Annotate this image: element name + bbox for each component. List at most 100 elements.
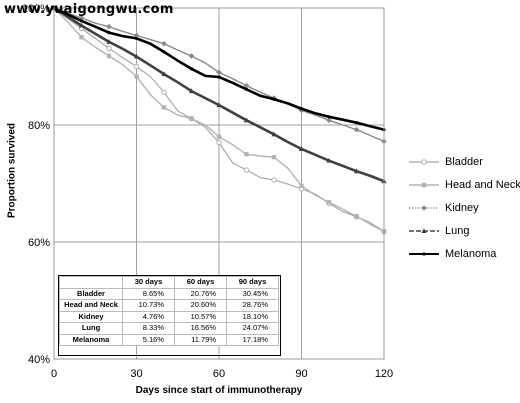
legend-item-bladder: Bladder: [407, 152, 517, 175]
series-lines: [51, 5, 387, 235]
legend-item-melanoma: Melanoma: [407, 244, 517, 267]
data-point: [272, 97, 276, 101]
data-point: [161, 71, 167, 77]
data-point: [299, 107, 304, 111]
data-point: [133, 53, 140, 59]
data-point: [162, 50, 166, 54]
data-point: [326, 200, 332, 205]
plot-frame: [53, 7, 385, 360]
data-point: [189, 116, 194, 121]
data-point: [354, 214, 359, 219]
data-point: [353, 168, 360, 174]
legend-swatch: [409, 228, 439, 233]
data-point: [216, 69, 222, 76]
y-tick-label: 80%: [28, 120, 50, 132]
data-point: [243, 167, 250, 173]
table-row: Melanoma 5.16% 11.79% 17.18%: [59, 333, 279, 346]
legend-label: Kidney: [445, 202, 479, 214]
table-row-name: Lung: [59, 322, 123, 335]
x-tick-label: 0: [51, 368, 57, 380]
y-tick-label: 100%: [22, 3, 50, 15]
table-cell: 10.73%: [122, 299, 175, 312]
y-tick-label: 40%: [28, 354, 50, 366]
data-point: [134, 36, 139, 41]
data-point: [79, 35, 84, 40]
data-point: [271, 177, 277, 183]
legend-swatch: [409, 252, 439, 256]
table-cell: 16.56%: [174, 322, 227, 335]
table-header-cell: 60 days: [174, 276, 227, 289]
table-cell: 17.18%: [226, 333, 279, 346]
data-point: [79, 19, 84, 23]
data-point: [326, 117, 332, 124]
table-row: Bladder 8.65% 20.76% 30.45%: [59, 287, 279, 300]
data-point: [106, 53, 112, 59]
survival-table: 30 days 60 days 90 days Bladder 8.65% 20.76% 3…: [59, 276, 279, 346]
data-point: [216, 102, 222, 108]
data-point: [421, 205, 427, 211]
x-tick-label: 90: [295, 368, 307, 380]
table-row: Head and Neck 10.73% 20.60% 28.76%: [59, 299, 279, 312]
data-point: [107, 30, 111, 35]
data-point: [161, 40, 167, 47]
data-point: [134, 74, 139, 79]
data-point: [106, 45, 112, 52]
table-cell: 10.57%: [174, 310, 227, 323]
table-row-name: Head and Neck: [59, 299, 123, 312]
data-point: [421, 228, 427, 233]
table-cell: 8.65%: [122, 287, 175, 300]
legend-label: Head and Neck: [445, 179, 520, 191]
y-tick-label: 60%: [28, 237, 50, 249]
table-cell: 28.76%: [226, 299, 279, 312]
legend-swatch: [409, 182, 439, 188]
table-row: Kidney 4.76% 10.57% 18.10%: [59, 310, 279, 323]
legend-item-lung: Lung: [407, 221, 517, 244]
table-cell: 20.76%: [174, 287, 227, 300]
data-point: [354, 121, 359, 125]
table-cell: 24.07%: [226, 322, 279, 335]
data-point: [133, 63, 140, 70]
x-tick-label: 30: [130, 368, 142, 380]
table-row-name: Melanoma: [59, 333, 123, 346]
data-point: [421, 159, 427, 165]
table-row-name: Bladder: [59, 287, 123, 300]
legend-label: Lung: [445, 225, 470, 237]
data-point: [78, 15, 85, 21]
table-row: Lung 8.33% 16.56% 24.07%: [59, 322, 279, 335]
x-tick-label: 120: [375, 368, 393, 380]
data-point: [216, 134, 222, 139]
table-cell: 18.10%: [226, 310, 279, 323]
y-axis-label: Proportion survived: [6, 123, 18, 219]
data-point: [298, 146, 305, 151]
data-point: [189, 67, 194, 71]
legend-swatch: [409, 159, 439, 165]
x-axis-label: Days since start of immunotherapy: [135, 385, 303, 396]
data-point: [243, 117, 250, 123]
data-point: [271, 131, 277, 137]
watermark-text: www.yuaigongwu.com: [4, 2, 174, 17]
legend: Bladder Head and Neck Kidney Lung Melanoma: [407, 152, 520, 267]
data-point: [243, 83, 250, 89]
table-cell: 20.60%: [174, 299, 227, 312]
legend-label: Bladder: [445, 156, 483, 168]
data-point: [271, 154, 277, 160]
legend-swatch: [409, 205, 439, 211]
table-corner-cell: [59, 276, 123, 289]
table-cell: 30.45%: [226, 287, 279, 300]
data-point: [244, 152, 249, 157]
table-header-row: 30 days 60 days 90 days: [59, 276, 279, 289]
table-header-cell: 30 days: [122, 276, 175, 289]
axes: 0 30 60 90 120 40% 60% 80% 100%: [22, 3, 393, 380]
data-point: [421, 182, 427, 188]
data-point: [244, 87, 249, 91]
data-point: [161, 105, 167, 110]
data-point: [299, 183, 304, 189]
legend-item-kidney: Kidney: [407, 198, 517, 221]
data-point: [326, 157, 332, 163]
data-point: [353, 126, 360, 133]
legend-item-head-and-neck: Head and Neck: [407, 175, 520, 198]
data-point: [422, 252, 426, 256]
x-tick-label: 60: [213, 368, 225, 380]
table-cell: 4.76%: [122, 310, 175, 323]
